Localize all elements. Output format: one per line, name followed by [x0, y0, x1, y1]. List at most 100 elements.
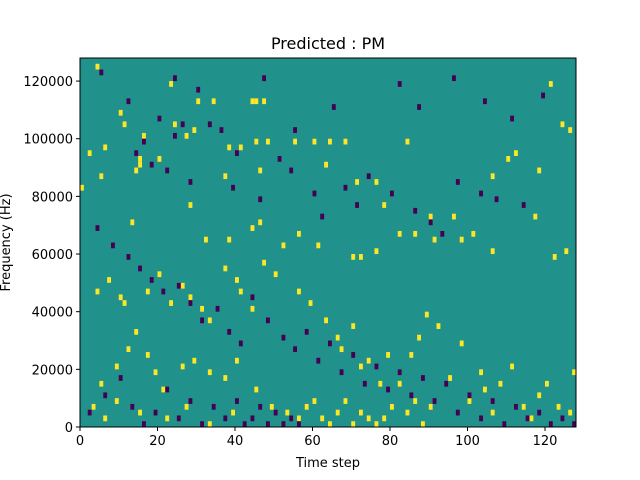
heatmap-cell-high	[126, 346, 131, 353]
heatmap-cell-low	[242, 421, 247, 427]
heatmap-cell-high	[169, 81, 173, 87]
heatmap-cell-low	[142, 138, 146, 145]
heatmap-cell-high	[386, 352, 390, 358]
heatmap-cell-high	[479, 369, 483, 376]
heatmap-cell-low	[176, 282, 181, 289]
heatmap-cell-high	[417, 334, 421, 341]
heatmap-cell-low	[502, 421, 507, 427]
chart-title: Predicted : PM	[271, 34, 385, 53]
heatmap-cell-low	[293, 127, 297, 133]
heatmap-cell-high	[312, 398, 317, 404]
heatmap-cell-high	[490, 409, 495, 416]
heatmap-cell-high	[405, 409, 410, 416]
heatmap-cell-high	[138, 161, 142, 168]
plot-frame	[79, 57, 577, 428]
heatmap-cell-high	[138, 156, 142, 162]
heatmap-cell-high	[173, 121, 177, 128]
heatmap-cell-low	[207, 121, 212, 128]
heatmap-cell-high	[238, 288, 243, 295]
heatmap-cell-high	[180, 282, 185, 289]
heatmap-cell-low	[289, 415, 294, 422]
heatmap-cell-high	[308, 300, 313, 306]
heatmap-cell-low	[153, 409, 158, 416]
heatmap-cell-high	[471, 230, 476, 237]
heatmap-cell-low	[103, 392, 108, 399]
heatmap-cell-low	[390, 190, 394, 197]
y-tick-label: 20000	[32, 363, 73, 378]
heatmap-cell-high	[103, 144, 108, 151]
heatmap-cell-high	[390, 403, 394, 410]
heatmap-cell-high	[285, 409, 290, 416]
heatmap-cell-high	[355, 179, 359, 185]
heatmap-cell-high	[235, 357, 239, 364]
y-axis-label: Frequency (Hz)	[0, 193, 14, 291]
heatmap-cell-low	[490, 398, 495, 404]
heatmap-cell-low	[250, 415, 255, 422]
heatmap-cell-high	[359, 363, 363, 370]
heatmap-cell-high	[506, 156, 511, 162]
heatmap-cell-high	[223, 173, 228, 180]
heatmap-cell-high	[188, 294, 193, 301]
heatmap-cell-high	[157, 271, 162, 278]
heatmap-cell-low	[362, 380, 367, 387]
x-tick-label: 80	[382, 434, 399, 449]
heatmap-cell-high	[548, 81, 553, 87]
heatmap-cell-high	[359, 254, 363, 260]
heatmap-cell-low	[99, 69, 104, 76]
heatmap-cell-high	[134, 328, 139, 335]
heatmap-cell-high	[118, 109, 123, 116]
heatmap-cell-high	[409, 352, 414, 358]
heatmap-cell-high	[413, 230, 418, 237]
heatmap-cell-high	[568, 127, 573, 133]
heatmap-cell-low	[266, 317, 270, 324]
heatmap-cell-low	[467, 392, 472, 399]
heatmap-cell-high	[572, 369, 576, 376]
heatmap-cell-low	[258, 196, 263, 203]
heatmap-cell-high	[200, 305, 204, 312]
heatmap-cell-high	[153, 369, 158, 376]
heatmap-cell-high	[316, 242, 321, 249]
y-tick-label: 40000	[32, 306, 73, 321]
heatmap-cell-low	[180, 121, 185, 128]
heatmap-cell-low	[572, 421, 576, 427]
heatmap-cell-high	[328, 421, 332, 427]
heatmap-cell-high	[374, 421, 379, 427]
heatmap-cell-low	[258, 403, 263, 410]
heatmap-cell-low	[266, 421, 270, 427]
y-tick-label: 80000	[32, 190, 73, 205]
heatmap-cell-low	[149, 277, 154, 283]
heatmap-cell-low	[351, 352, 356, 358]
heatmap-cell-high	[382, 202, 387, 208]
heatmap-cell-high	[459, 340, 464, 347]
heatmap-cell-low	[95, 225, 100, 231]
heatmap-cell-low	[312, 190, 317, 197]
heatmap-cell-high	[145, 352, 150, 358]
heatmap-cell-low	[455, 179, 460, 185]
heatmap-cell-low	[355, 202, 359, 208]
heatmap-cell-high	[382, 415, 387, 422]
heatmap-cell-high	[227, 236, 232, 243]
heatmap-cell-high	[529, 415, 534, 422]
heatmap-cell-high	[374, 179, 379, 185]
heatmap-cell-high	[134, 167, 139, 174]
heatmap-cell-low	[200, 421, 204, 427]
heatmap-cell-low	[235, 398, 239, 404]
heatmap-cell-high	[223, 265, 228, 272]
x-tick-label: 120	[533, 434, 558, 449]
heatmap-cell-low	[157, 115, 162, 122]
heatmap-cell-low	[432, 398, 437, 404]
heatmap-cell-low	[149, 161, 154, 168]
heatmap-cell-low	[537, 409, 542, 416]
heatmap-cell-low	[413, 207, 418, 214]
heatmap-cell-high	[293, 138, 297, 145]
heatmap-cell-low	[176, 415, 181, 422]
heatmap-cell-low	[235, 150, 239, 157]
heatmap-cell-high	[320, 415, 325, 422]
heatmap-cell-high	[537, 167, 542, 174]
heatmap-cell-high	[118, 294, 123, 301]
heatmap-cell-high	[238, 144, 243, 151]
heatmap-cell-high	[91, 403, 96, 410]
heatmap-cell-high	[366, 357, 371, 364]
heatmap-cell-high	[545, 380, 549, 387]
